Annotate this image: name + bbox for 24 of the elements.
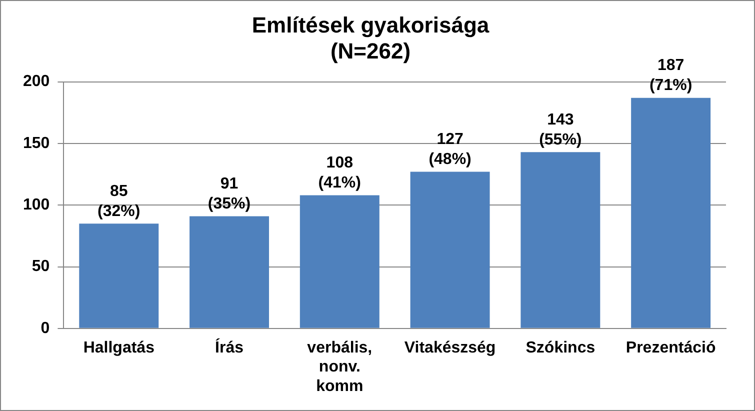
data-label: 91 (35%) <box>208 176 251 213</box>
y-tick-label: 0 <box>40 320 50 337</box>
y-tick-label: 50 <box>32 258 50 276</box>
x-tick-label: Hallgatás <box>83 339 155 356</box>
data-label: 143 (55%) <box>539 111 582 148</box>
data-label: 127 (48%) <box>428 131 472 168</box>
data-label: 85 (32%) <box>98 183 140 220</box>
bar <box>300 195 380 328</box>
y-tick-label: 100 <box>22 196 50 214</box>
x-tick-label: verbális, nonv. komm <box>307 339 372 395</box>
y-tick-label: 200 <box>22 73 50 90</box>
x-tick-label: Írás <box>215 337 244 356</box>
bar <box>631 98 711 328</box>
data-label: 187 (71%) <box>649 57 692 94</box>
bar <box>520 152 600 328</box>
x-tick-label: Szókincs <box>526 339 596 356</box>
y-tick-label: 150 <box>22 134 50 152</box>
x-tick-label: Prezentáció <box>626 339 716 356</box>
bar <box>410 172 490 328</box>
chart-title: Említések gyakorisága (N=262) <box>252 12 490 64</box>
data-label: 108 (41%) <box>318 154 361 192</box>
bar <box>190 216 270 328</box>
x-tick-label: Vitakészség <box>404 339 496 356</box>
bar <box>79 224 159 328</box>
